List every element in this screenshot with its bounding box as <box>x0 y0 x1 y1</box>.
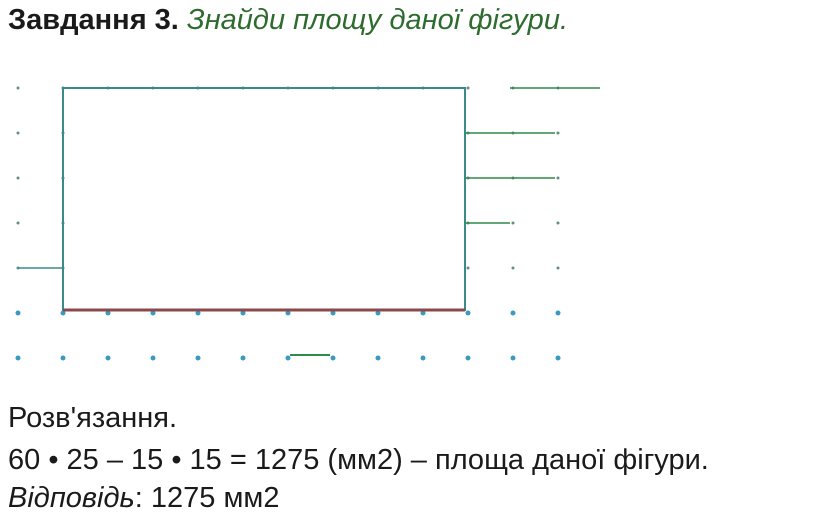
figure <box>0 40 620 402</box>
answer-label: Відповідь <box>8 482 135 514</box>
grid-dot <box>61 356 66 361</box>
grid-dot <box>557 177 560 180</box>
solution-heading: Розв'язання. <box>8 402 177 435</box>
grid-dot <box>557 267 560 270</box>
grid-dot <box>16 356 21 361</box>
grid-dot <box>241 356 246 361</box>
grid-dot <box>17 222 20 225</box>
grid-dot <box>286 356 291 361</box>
grid-dot <box>557 132 560 135</box>
grid-dot <box>466 311 471 316</box>
grid-dot <box>17 177 20 180</box>
grid-dot <box>466 356 471 361</box>
task-text: Знайди площу даної фігури. <box>187 4 568 36</box>
grid-dot <box>331 356 336 361</box>
grid-dot <box>556 356 561 361</box>
grid-dot <box>467 267 470 270</box>
grid-dot <box>17 132 20 135</box>
answer-text: : 1275 мм2 <box>135 482 280 514</box>
grid-dot <box>421 356 426 361</box>
grid-dot <box>16 311 21 316</box>
grid-dot <box>557 222 560 225</box>
grid-dot <box>467 87 470 90</box>
task-label: Завдання 3. <box>8 4 179 36</box>
task-title: Завдання 3. Знайди площу даної фігури. <box>8 4 568 37</box>
rectangle <box>63 88 465 310</box>
grid-dot <box>17 87 20 90</box>
grid-dot <box>512 222 515 225</box>
grid-dot <box>511 356 516 361</box>
grid-dot <box>151 356 156 361</box>
grid-dot <box>511 311 516 316</box>
grid-dot <box>556 311 561 316</box>
grid-dot <box>106 356 111 361</box>
solution-equation: 60 • 25 – 15 • 15 = 1275 (мм2) – площа д… <box>8 444 709 477</box>
grid-dot <box>196 356 201 361</box>
grid-dot <box>512 267 515 270</box>
answer: Відповідь: 1275 мм2 <box>8 482 279 515</box>
grid-dot <box>376 356 381 361</box>
